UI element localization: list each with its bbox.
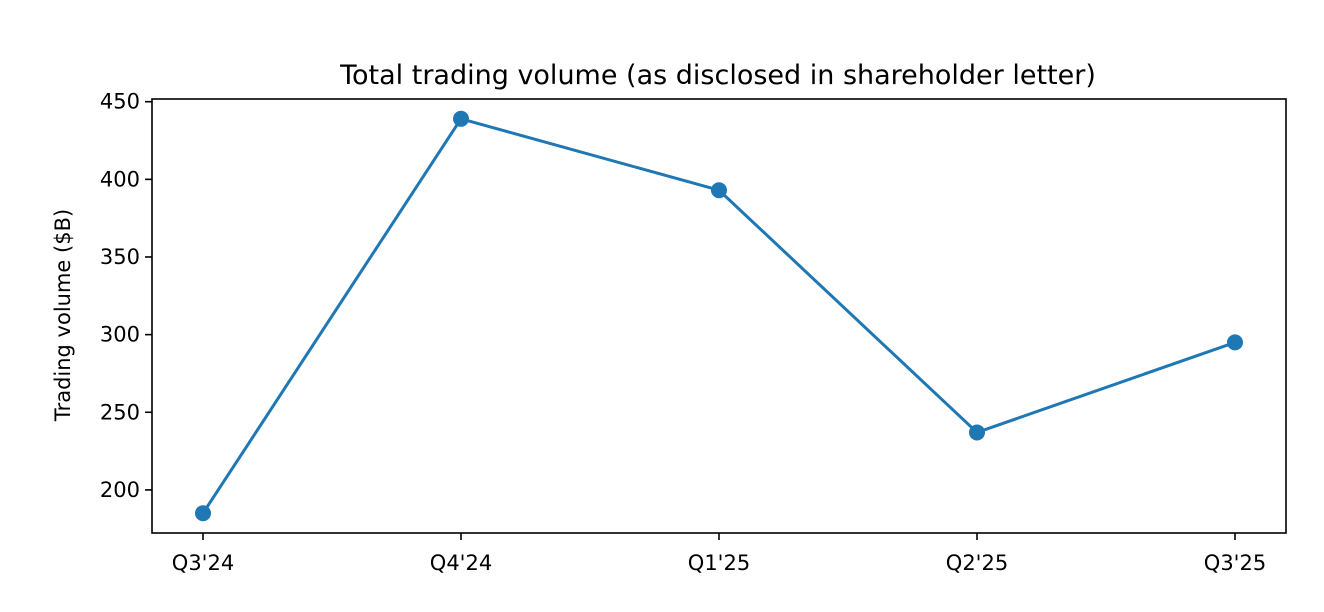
plot-area: 200 250 300 350 400 450 Q3'24 Q4'24 Q1'25 Q2'25 Q3… xyxy=(100,90,1287,575)
y-tick-label-250: 250 xyxy=(100,400,140,424)
y-tick-label-200: 200 xyxy=(100,478,140,502)
x-tick-label-1: Q4'24 xyxy=(430,551,492,575)
x-tick-label-4: Q3'25 xyxy=(1204,551,1266,575)
y-tick-label-400: 400 xyxy=(100,167,140,191)
y-tick-label-300: 300 xyxy=(100,323,140,347)
data-point-Q4'24 xyxy=(453,110,469,127)
data-point-Q3'25 xyxy=(1227,334,1243,351)
y-tick-label-350: 350 xyxy=(100,245,140,269)
y-axis-label: Trading volume ($B) xyxy=(51,209,75,422)
x-tick-label-0: Q3'24 xyxy=(172,551,234,575)
y-tick-label-450: 450 xyxy=(100,90,140,114)
x-tick-label-2: Q1'25 xyxy=(688,551,750,575)
data-point-Q3'24 xyxy=(195,505,211,522)
chart-title: Total trading volume (as disclosed in sh… xyxy=(339,60,1096,91)
series-line-0 xyxy=(201,117,1236,515)
x-tick-label-3: Q2'25 xyxy=(946,551,1008,575)
plot-frame xyxy=(151,98,1287,534)
data-point-Q1'25 xyxy=(711,182,727,199)
data-point-Q2'25 xyxy=(969,424,985,441)
